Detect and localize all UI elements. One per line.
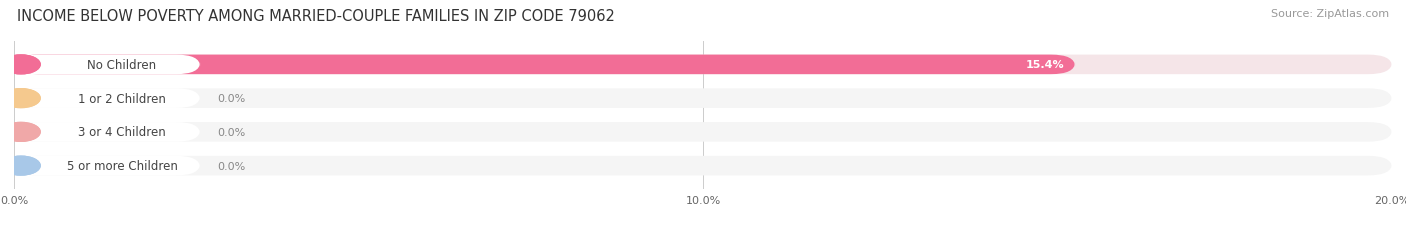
- FancyBboxPatch shape: [14, 123, 1392, 142]
- FancyBboxPatch shape: [14, 156, 1392, 176]
- Circle shape: [1, 123, 41, 142]
- Text: 3 or 4 Children: 3 or 4 Children: [79, 126, 166, 139]
- FancyBboxPatch shape: [14, 123, 200, 142]
- FancyBboxPatch shape: [14, 89, 200, 108]
- Circle shape: [1, 157, 41, 175]
- Text: 15.4%: 15.4%: [1026, 60, 1064, 70]
- Text: 5 or more Children: 5 or more Children: [66, 159, 177, 172]
- Circle shape: [1, 56, 41, 74]
- Text: 0.0%: 0.0%: [218, 161, 246, 171]
- Text: 0.0%: 0.0%: [218, 94, 246, 104]
- Circle shape: [1, 123, 41, 142]
- Text: 1 or 2 Children: 1 or 2 Children: [77, 92, 166, 105]
- Text: Source: ZipAtlas.com: Source: ZipAtlas.com: [1271, 9, 1389, 19]
- FancyBboxPatch shape: [14, 89, 1392, 108]
- Circle shape: [1, 157, 41, 175]
- Text: No Children: No Children: [87, 59, 156, 72]
- Circle shape: [1, 89, 41, 108]
- Text: 0.0%: 0.0%: [218, 127, 246, 137]
- FancyBboxPatch shape: [14, 55, 1076, 75]
- FancyBboxPatch shape: [14, 55, 1392, 75]
- Text: INCOME BELOW POVERTY AMONG MARRIED-COUPLE FAMILIES IN ZIP CODE 79062: INCOME BELOW POVERTY AMONG MARRIED-COUPL…: [17, 9, 614, 24]
- Circle shape: [1, 89, 41, 108]
- Circle shape: [1, 56, 41, 74]
- FancyBboxPatch shape: [14, 55, 200, 75]
- FancyBboxPatch shape: [14, 156, 200, 176]
